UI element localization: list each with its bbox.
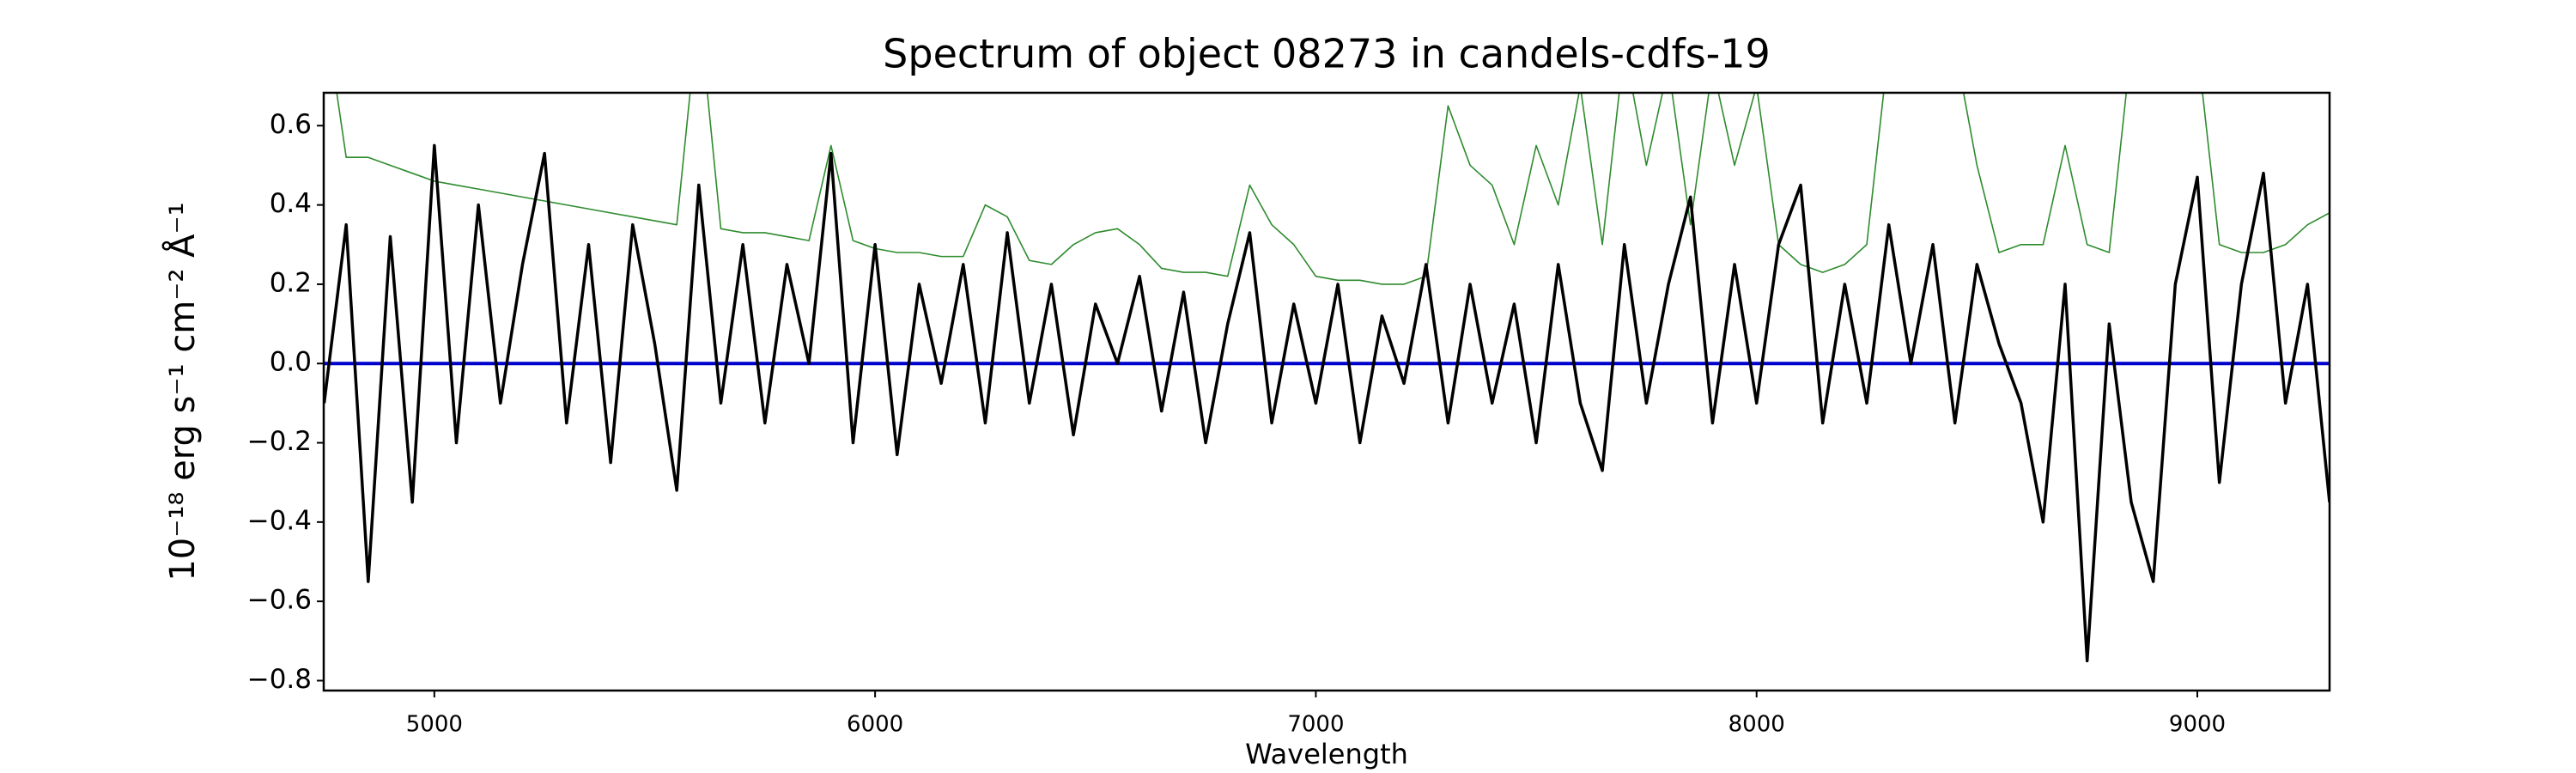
- x-tick-label: 5000: [406, 712, 463, 738]
- y-tick-label: −0.6: [247, 585, 312, 616]
- y-tick-label: 0.0: [270, 347, 312, 378]
- y-tick-label: 0.2: [270, 267, 312, 298]
- chart-title: Spectrum of object 08273 in candels-cdfs…: [883, 31, 1771, 77]
- y-tick-label: 0.4: [270, 188, 312, 219]
- y-axis-label: 10⁻¹⁸ erg s⁻¹ cm⁻² Å⁻¹: [161, 202, 203, 581]
- x-tick-label: 8000: [1728, 712, 1785, 738]
- plot-frame: [322, 91, 2331, 692]
- y-tick-label: 0.6: [270, 109, 312, 140]
- plot-area: [324, 93, 2330, 663]
- x-tick-label: 9000: [2169, 712, 2226, 738]
- series-line: [336, 93, 2330, 285]
- x-tick-label: 6000: [847, 712, 903, 738]
- y-tick-label: −0.2: [247, 426, 312, 457]
- y-tick-label: −0.4: [247, 505, 312, 536]
- series-line: [324, 143, 2330, 663]
- y-tick-label: −0.8: [247, 664, 312, 695]
- x-tick-label: 7000: [1287, 712, 1344, 738]
- x-axis-label: Wavelength: [1245, 738, 1408, 770]
